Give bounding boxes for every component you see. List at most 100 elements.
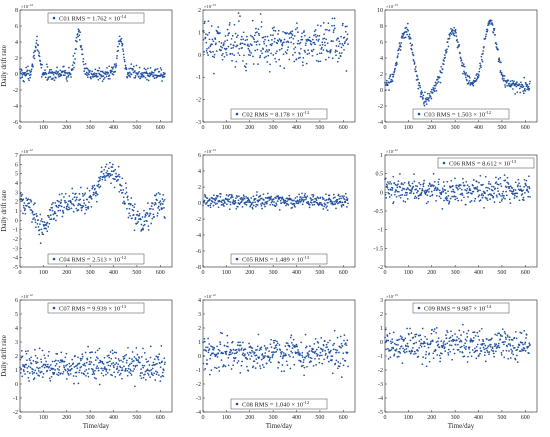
data-point [498,57,501,60]
data-point [250,52,253,54]
data-point [482,194,485,197]
data-point [514,189,517,191]
data-point [260,203,262,205]
data-point [401,338,404,341]
data-point [505,194,508,197]
data-point [307,356,310,358]
y-tick-label: 2 [198,185,201,191]
data-point [236,205,239,208]
data-point [280,47,283,50]
data-point [256,348,258,351]
data-point [487,345,490,347]
data-point [482,338,484,341]
data-point [401,35,404,38]
data-point [323,37,326,40]
data-point [321,204,324,207]
data-point [249,201,252,204]
data-point [237,341,240,344]
data-point [207,337,209,340]
data-point [205,33,207,35]
data-point [104,166,107,168]
data-point [429,195,432,198]
data-point [401,362,404,364]
data-point [244,353,246,356]
data-point [452,188,454,191]
scatter-points [202,12,349,75]
data-point [218,366,220,369]
data-point [426,194,429,197]
data-point [85,208,88,211]
data-point [326,28,328,31]
data-point [230,368,233,370]
data-point [420,93,423,96]
data-point [34,202,36,204]
data-point [420,191,423,194]
data-point [331,57,334,60]
data-point [415,197,418,199]
legend-label: C02 RMS = 8.178 × 10-13 [242,110,310,119]
data-point [465,72,468,74]
data-point [347,202,349,205]
data-point [500,61,502,64]
data-point [293,60,296,63]
data-point [327,50,329,53]
data-point [418,84,421,87]
data-point [46,369,49,372]
data-point [297,349,299,351]
data-point [253,38,255,41]
data-point [334,51,337,53]
data-point [513,194,516,197]
data-point [449,197,452,200]
data-point [111,374,113,377]
data-point [297,201,300,204]
data-point [240,364,243,367]
x-tick-label: 100 [39,125,48,131]
data-point [461,351,464,354]
data-point [243,354,246,357]
data-point [89,69,91,72]
data-point [239,42,242,45]
data-point [463,65,466,68]
data-point [155,193,158,195]
data-point [46,230,49,233]
data-point [324,203,327,206]
data-point [502,190,505,193]
data-point [283,67,286,69]
data-point [298,193,300,196]
data-point [407,29,410,32]
data-point [128,357,131,360]
data-point [238,348,240,350]
data-point [331,17,334,20]
data-point [269,343,272,346]
data-point [413,197,416,199]
data-point [52,77,54,80]
data-point [433,328,436,330]
y-tick-label: -2 [378,368,383,374]
data-point [68,206,70,209]
data-point [479,347,482,350]
data-point [237,12,240,14]
data-point [313,203,316,206]
data-point [321,350,324,352]
data-point [442,63,445,66]
data-point [33,217,35,219]
data-point [297,200,299,202]
data-point [396,63,398,65]
data-point [499,338,502,341]
data-point [82,205,85,207]
data-point [262,355,265,358]
data-point [452,29,454,32]
data-point [204,36,207,39]
data-point [300,196,302,198]
data-point [203,199,206,202]
data-point [148,214,151,217]
data-point [450,179,453,182]
data-point [132,360,135,362]
data-point [254,197,257,200]
data-point [313,352,316,354]
data-point [519,91,522,94]
data-point [326,346,328,348]
data-point [445,337,448,340]
data-point [87,206,90,208]
data-point [128,207,131,210]
